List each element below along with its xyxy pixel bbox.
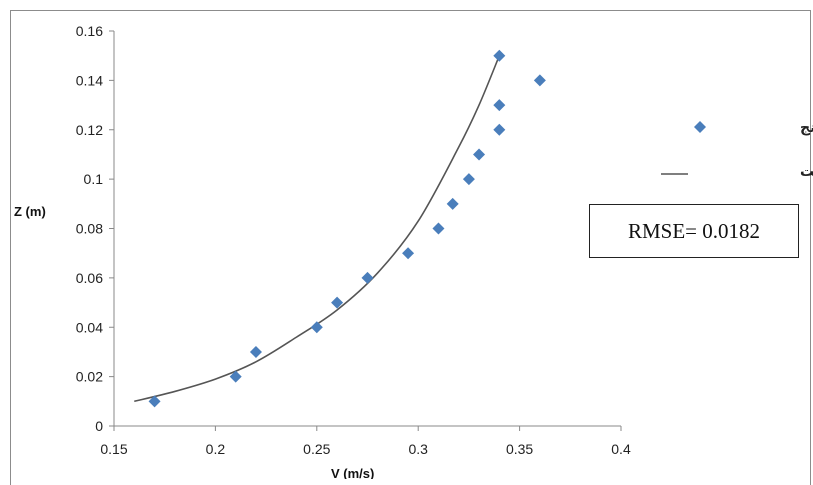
y-tick-label-2: 0.04 [76,319,103,335]
y-tick-label-7: 0.14 [76,72,103,88]
x-tick-label-1: 0.2 [206,441,226,457]
data-point-6 [402,247,415,260]
legend-label-profile: تابع پروفیل سرعت [800,164,813,180]
x-axis-label: V (m/s) [331,466,374,479]
x-tick-label-4: 0.35 [506,441,533,457]
data-point-4 [331,296,344,309]
y-tick-label-4: 0.08 [76,221,103,237]
x-tick-label-2: 0.25 [303,441,330,457]
y-tick-label-1: 0.02 [76,369,103,385]
data-point-0 [148,395,161,408]
y-tick-label-8: 0.16 [76,23,103,39]
chart-frame [10,10,811,485]
data-point-9 [462,173,475,186]
x-tick-label-0: 0.15 [100,441,127,457]
data-point-5 [361,271,374,284]
legend-label-measured: سرعت سنج [800,120,813,136]
y-axis-label: Z (m) [14,204,46,219]
data-point-13 [533,74,546,87]
data-point-3 [310,321,323,334]
data-point-2 [249,345,262,358]
profile-curve [134,55,501,403]
axes [113,31,621,427]
y-tick-label-0: 0 [95,418,103,434]
data-point-14 [493,49,506,62]
y-tick-label-6: 0.12 [76,122,103,138]
data-point-10 [473,148,486,161]
data-point-1 [229,370,242,383]
rmse-annotation: RMSE= 0.0182 [589,204,799,258]
line-layer [134,55,501,403]
y-tick-label-5: 0.1 [84,171,104,187]
data-point-8 [446,197,459,210]
legend: سرعت سنج تابع پروفیل سرعت [661,120,813,180]
data-point-11 [493,123,506,136]
data-point-12 [493,99,506,112]
x-tick-label-3: 0.3 [408,441,428,457]
data-point-7 [432,222,445,235]
x-tick-label-5: 0.4 [611,441,631,457]
ticks: 0 0.02 0.04 0.06 0.08 0.1 0.12 0.14 0.16 0.15 0.2 0… [76,23,631,457]
point-layer [148,49,546,408]
legend-marker-diamond [694,121,706,133]
y-tick-label-3: 0.06 [76,270,103,286]
